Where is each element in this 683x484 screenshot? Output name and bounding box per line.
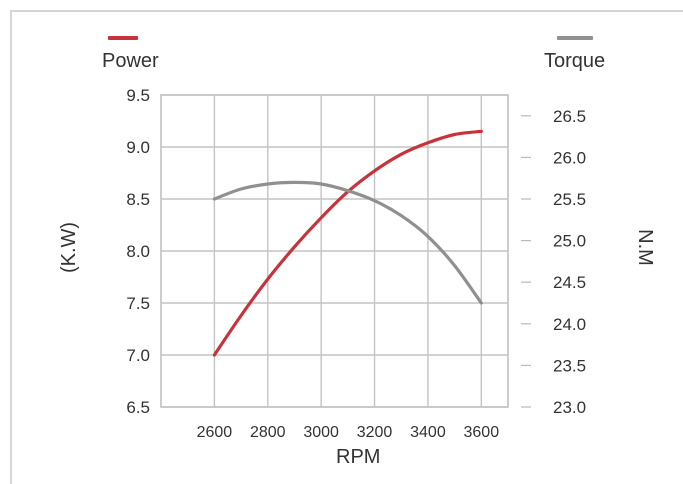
y-left-ticks: 6.5 7.0 7.5 8.0 8.5 9.0 9.5 <box>126 86 150 417</box>
y-right-tick-label: 25.0 <box>553 232 586 251</box>
series-line-torque <box>212 180 483 305</box>
y-right-tick-label: 24.0 <box>553 315 586 334</box>
y-left-tick-label: 7.5 <box>126 294 150 313</box>
y-left-tick-label: 8.0 <box>126 242 150 261</box>
y-right-tick-label: 24.5 <box>553 273 586 292</box>
y-left-tick-label: 9.0 <box>126 138 150 157</box>
y-right-ticks: 23.0 23.5 24.0 24.5 25.0 25.5 26.0 26.5 <box>521 107 586 417</box>
x-tick-label: 3200 <box>357 424 393 441</box>
grid <box>160 94 509 408</box>
y-left-tick-label: 7.0 <box>126 346 150 365</box>
x-axis-title: RPM <box>336 446 381 468</box>
legend-power-swatch <box>108 36 138 40</box>
x-tick-label: 2600 <box>197 424 233 441</box>
x-ticks: 2600 2800 3000 3200 3400 3600 <box>197 424 500 441</box>
y-right-tick-label: 26.5 <box>553 107 586 126</box>
line-chart: 6.5 7.0 7.5 8.0 8.5 9.0 9.5 23.0 23.5 24.0 24.5 25… <box>126 86 586 441</box>
series-line-power <box>212 129 483 357</box>
legend-torque-label: Torque <box>544 50 606 72</box>
y-right-tick-label: 23.0 <box>553 398 586 417</box>
y-left-tick-label: 6.5 <box>126 398 150 417</box>
x-tick-label: 3400 <box>410 424 446 441</box>
y-left-tick-label: 8.5 <box>126 190 150 209</box>
y-right-tick-label: 25.5 <box>553 190 586 209</box>
y-right-tick-label: 26.0 <box>553 148 586 167</box>
x-tick-label: 3600 <box>464 424 500 441</box>
chart-frame <box>10 10 683 484</box>
y-left-tick-label: 9.5 <box>126 86 150 105</box>
series-lines <box>212 129 483 357</box>
y-right-tick-label: 23.5 <box>553 356 586 375</box>
x-tick-label: 2800 <box>250 424 286 441</box>
legend-torque-swatch <box>557 36 593 40</box>
x-tick-label: 3000 <box>303 424 339 441</box>
legend-power-label: Power <box>102 50 159 72</box>
